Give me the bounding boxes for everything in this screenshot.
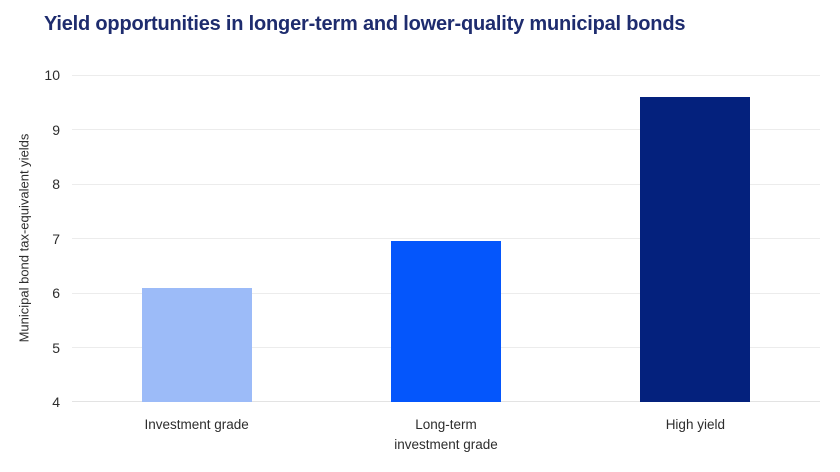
bar-investment-grade bbox=[141, 287, 252, 402]
gridline-y-8 bbox=[72, 183, 820, 185]
bar-high-yield bbox=[640, 96, 751, 402]
x-axis-label-high-yield: High yield bbox=[665, 417, 725, 432]
y-tick-label-6: 6 bbox=[52, 285, 60, 301]
y-axis-title: Municipal bond tax-equivalent yields bbox=[16, 133, 32, 343]
x-axis-label-long-term: Long-term investment grade bbox=[394, 417, 498, 452]
y-tick-label-9: 9 bbox=[52, 121, 60, 138]
y-tick-label-10: 10 bbox=[44, 67, 60, 83]
bar-long-term bbox=[391, 241, 501, 402]
gridline-y-10 bbox=[72, 74, 820, 76]
y-tick-label-5: 5 bbox=[52, 339, 60, 356]
y-tick-label-8: 8 bbox=[52, 176, 60, 192]
plot-area: 4 5 6 7 8 9 10 bbox=[44, 67, 820, 410]
gridline-y-9 bbox=[72, 129, 820, 130]
gridline-y-7 bbox=[72, 238, 820, 239]
x-axis-labels: Investment grade Long-term investment gra… bbox=[72, 415, 820, 465]
y-tick-label-4: 4 bbox=[52, 394, 60, 410]
x-axis-label-investment-grade: Investment grade bbox=[144, 417, 249, 432]
chart-title: Yield opportunities in longer-term and l… bbox=[44, 13, 686, 35]
y-tick-label-7: 7 bbox=[52, 230, 60, 247]
